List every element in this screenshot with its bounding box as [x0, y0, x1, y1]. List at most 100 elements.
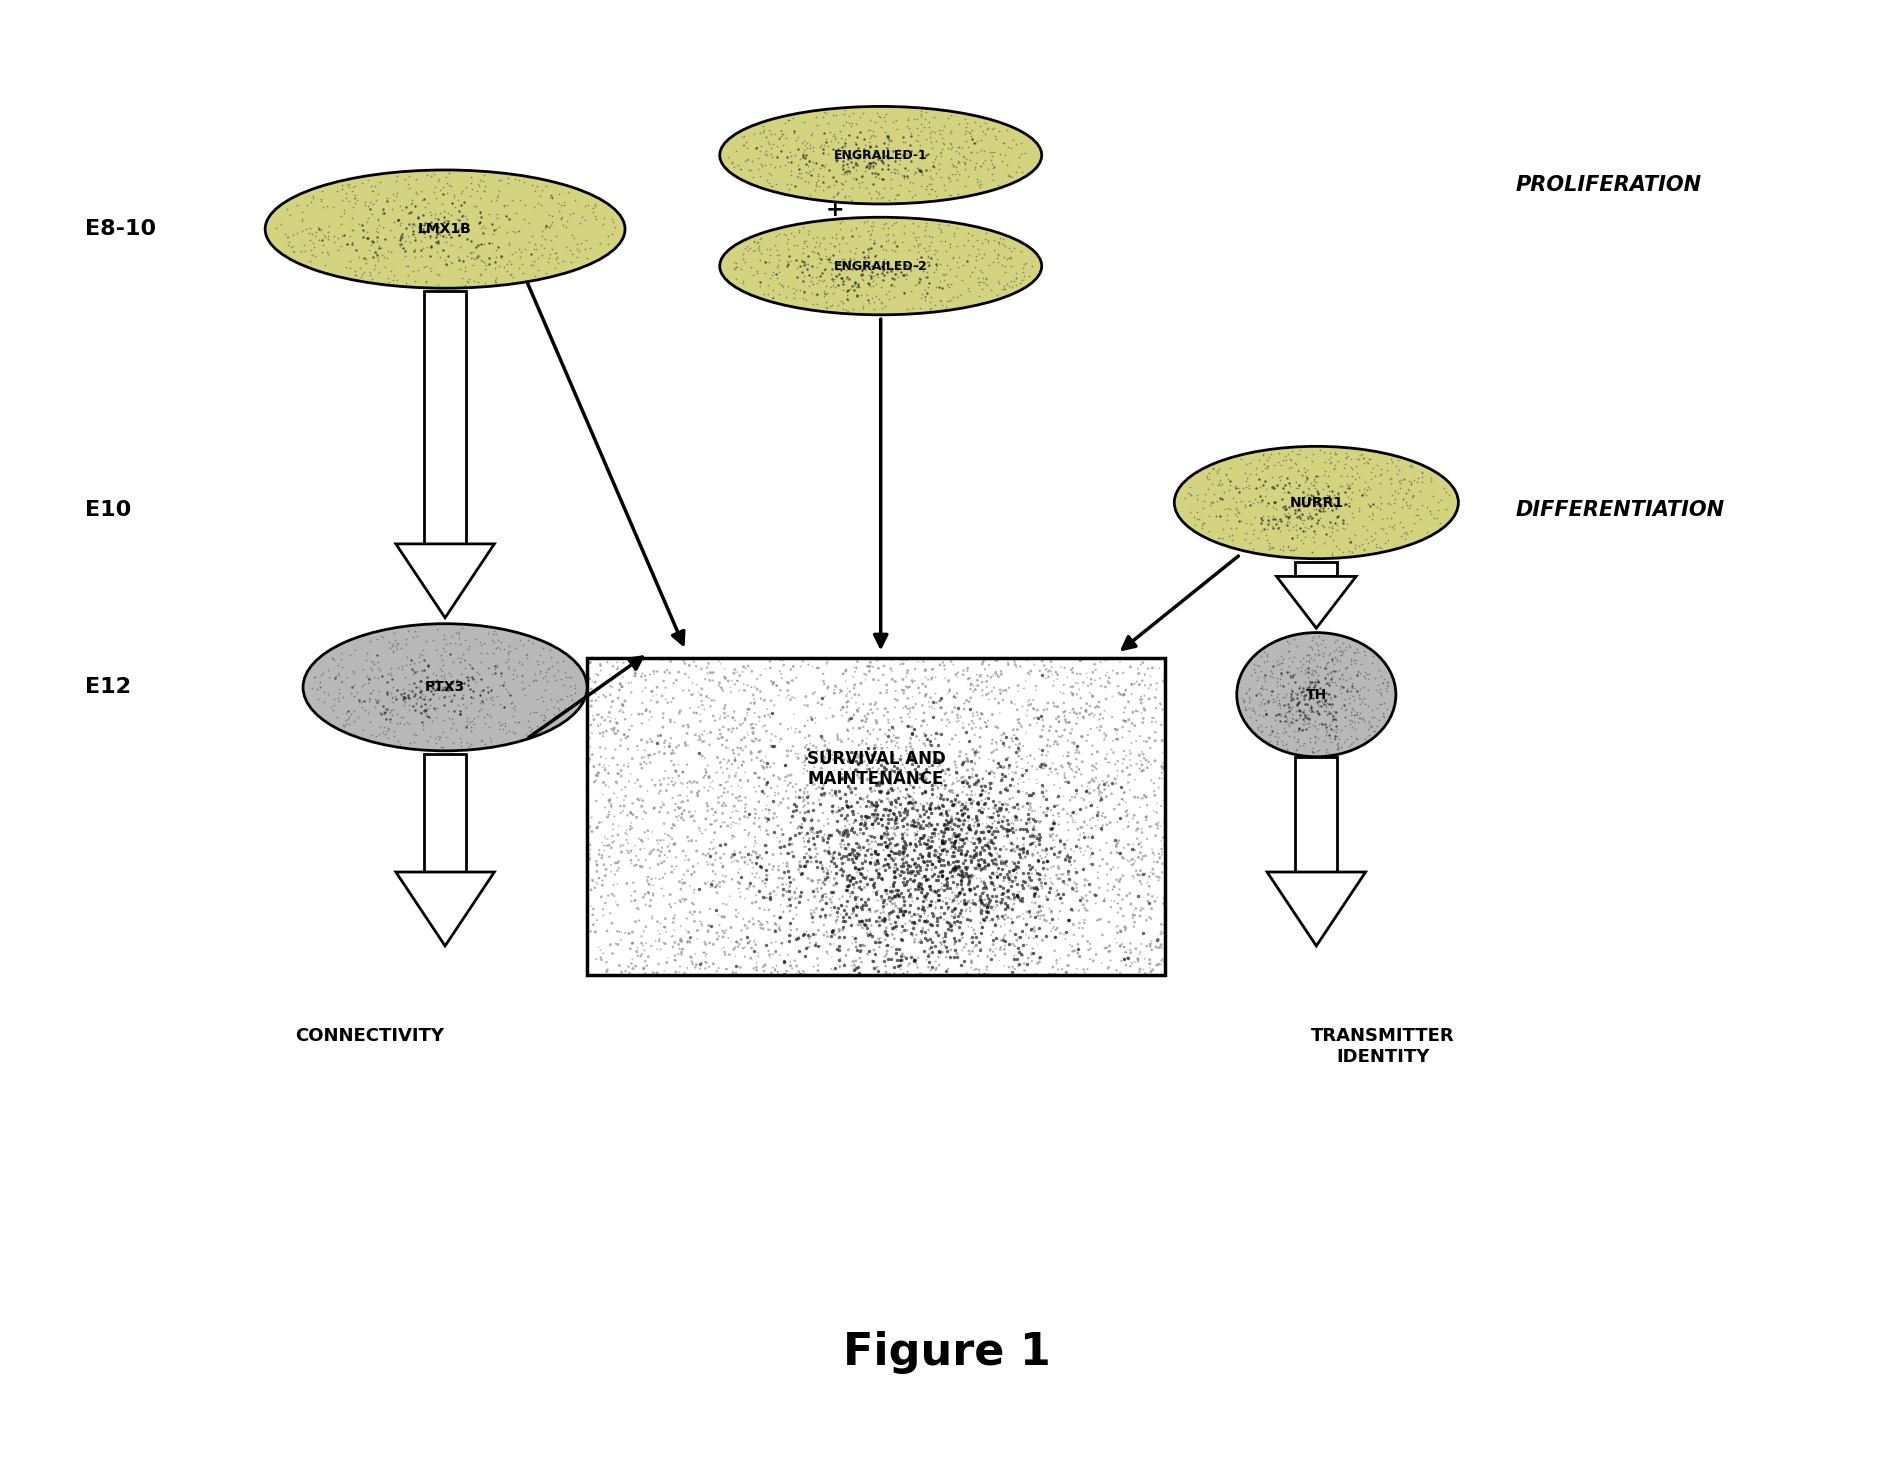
Point	[638, 680, 669, 704]
Point	[1311, 652, 1341, 675]
Point	[828, 860, 858, 884]
Point	[777, 739, 807, 763]
Point	[1142, 865, 1172, 888]
Point	[494, 263, 525, 287]
Point	[1337, 709, 1367, 733]
Point	[991, 897, 1021, 921]
Point	[956, 709, 987, 733]
Point	[655, 661, 686, 684]
Point	[405, 643, 436, 667]
Point	[720, 748, 750, 772]
Point	[682, 919, 712, 943]
Point	[956, 949, 987, 973]
Point	[915, 888, 945, 912]
Point	[926, 696, 956, 720]
Point	[492, 643, 523, 667]
Point	[1059, 922, 1089, 946]
Point	[636, 906, 667, 930]
Point	[496, 262, 527, 285]
Point	[578, 869, 608, 893]
Point	[1108, 661, 1138, 684]
Point	[625, 838, 655, 862]
Point	[928, 813, 958, 837]
Point	[1288, 706, 1318, 730]
Point	[996, 690, 1027, 714]
Point	[1015, 823, 1045, 847]
Point	[1019, 831, 1049, 854]
Point	[566, 205, 597, 229]
Point	[972, 816, 1002, 840]
Point	[839, 872, 869, 896]
Point	[1047, 891, 1078, 915]
Point	[1254, 689, 1284, 712]
Point	[1146, 814, 1176, 838]
Point	[415, 705, 445, 729]
Point	[1072, 774, 1102, 798]
Point	[1027, 757, 1057, 780]
Point	[975, 665, 1006, 689]
Point	[1252, 529, 1282, 553]
Point	[922, 247, 953, 270]
Point	[926, 723, 956, 746]
Point	[356, 202, 386, 226]
Point	[888, 807, 919, 831]
Point	[955, 879, 985, 903]
Point	[833, 148, 864, 171]
Point	[1061, 671, 1091, 695]
Point	[839, 151, 869, 174]
Point	[1015, 662, 1045, 686]
Point	[797, 681, 828, 705]
Point	[612, 872, 642, 896]
Point	[949, 664, 979, 687]
Point	[862, 244, 892, 268]
Point	[900, 869, 930, 893]
Point	[886, 260, 917, 284]
Point	[1117, 838, 1148, 862]
Point	[1140, 783, 1170, 807]
Point	[1027, 738, 1057, 761]
Point	[1114, 739, 1144, 763]
Point	[907, 894, 938, 918]
Point	[1322, 732, 1352, 755]
Point	[1021, 875, 1051, 899]
Point	[400, 723, 430, 746]
Point	[1307, 497, 1337, 520]
Point	[869, 294, 900, 318]
Point	[813, 134, 843, 158]
Point	[881, 860, 911, 884]
Point	[1335, 701, 1366, 724]
Point	[761, 826, 792, 850]
Point	[920, 721, 951, 745]
Point	[640, 795, 670, 819]
Point	[883, 857, 913, 881]
Point	[1053, 770, 1083, 794]
Point	[962, 848, 992, 872]
Point	[1133, 755, 1163, 779]
Point	[854, 907, 884, 931]
Point	[581, 909, 612, 933]
Point	[864, 105, 894, 129]
Point	[595, 803, 625, 826]
Point	[879, 961, 909, 984]
Point	[896, 149, 926, 173]
Point	[949, 856, 979, 879]
Point	[420, 231, 451, 254]
Point	[915, 848, 945, 872]
Point	[383, 711, 413, 735]
Point	[1150, 891, 1180, 915]
Point	[1114, 763, 1144, 786]
Point	[989, 937, 1019, 961]
Point	[830, 102, 860, 126]
Point	[884, 900, 915, 924]
Point	[724, 800, 754, 823]
Point	[456, 171, 487, 195]
Point	[1125, 859, 1155, 882]
Point	[795, 133, 826, 157]
Point	[1068, 788, 1099, 811]
Point	[813, 739, 843, 763]
Point	[1021, 772, 1051, 795]
Point	[831, 943, 862, 967]
Point	[866, 931, 896, 955]
Point	[1358, 501, 1388, 525]
Point	[693, 652, 724, 675]
